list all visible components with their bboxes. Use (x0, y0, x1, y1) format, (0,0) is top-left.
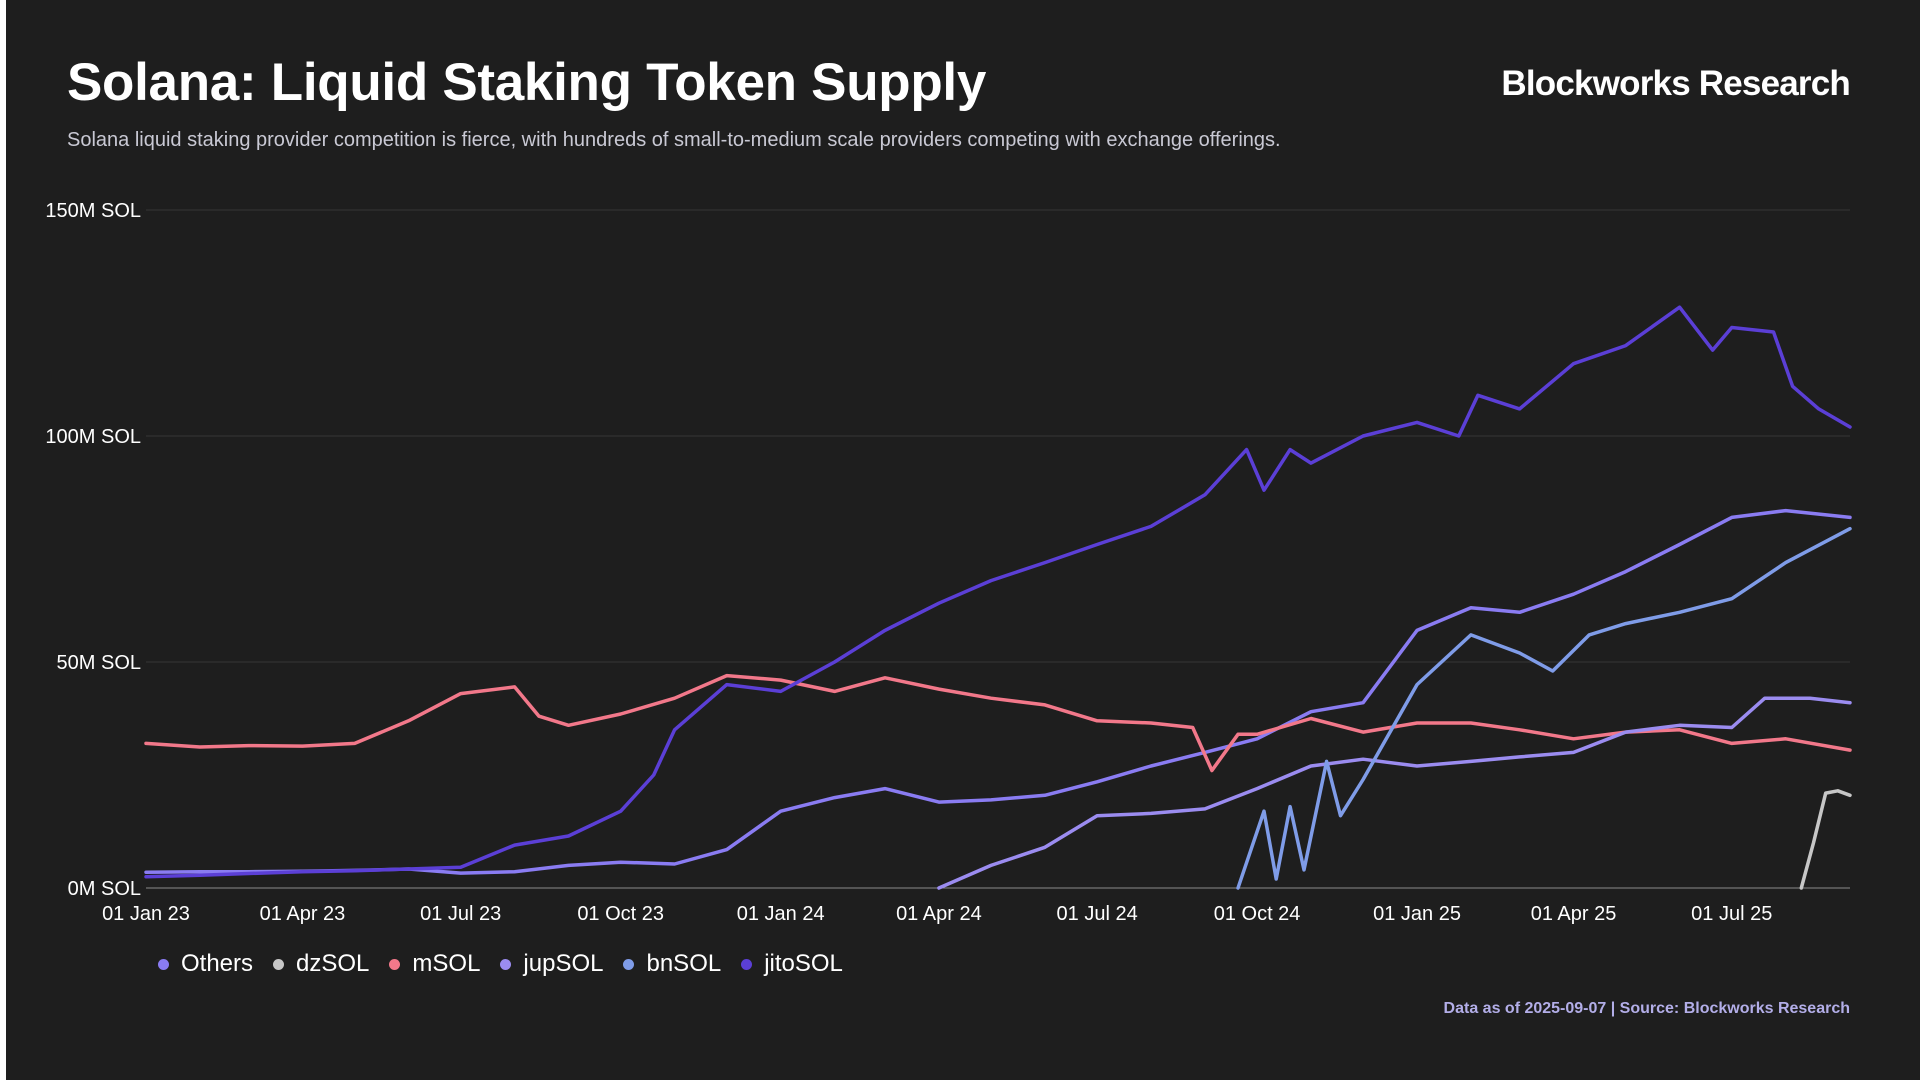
x-tick-label: 01 Apr 24 (896, 903, 982, 925)
x-tick-label: 01 Jul 25 (1691, 903, 1772, 925)
x-tick-label: 01 Jan 23 (102, 903, 190, 925)
legend-label: dzSOL (296, 950, 370, 977)
series-line-dzsol (1799, 789, 1852, 890)
series-line-jupsol (937, 696, 1852, 890)
legend-label: bnSOL (646, 950, 722, 977)
legend-item-jupsol[interactable]: jupSOL (500, 950, 603, 978)
legend-dot-icon (500, 958, 512, 970)
legend-item-others[interactable]: Others (158, 950, 253, 978)
legend-dot-icon (741, 958, 753, 970)
chart-title: Solana: Liquid Staking Token Supply (67, 53, 987, 112)
series-line-bnsol (1236, 526, 1852, 890)
x-tick-label: 01 Jan 25 (1373, 903, 1461, 925)
legend-label: Others (181, 950, 254, 977)
legend-dot-icon (273, 958, 285, 970)
brand-logo-text: Blockworks Research (1501, 64, 1850, 103)
x-tick-label: 01 Jul 24 (1057, 903, 1138, 925)
x-tick-label: 01 Jul 23 (420, 903, 501, 925)
series-line-others (144, 508, 1852, 875)
legend-dot-icon (158, 958, 169, 970)
x-tick-label: 01 Jan 24 (737, 903, 825, 925)
legend-item-msol[interactable]: mSOL (389, 950, 480, 978)
x-tick-label: 01 Oct 23 (577, 903, 664, 925)
series-line-msol (144, 673, 1852, 773)
legend-item-dzsol[interactable]: dzSOL (273, 950, 369, 978)
chart-subtitle: Solana liquid staking provider competiti… (67, 129, 1281, 151)
x-tick-label: 01 Oct 24 (1214, 903, 1301, 925)
y-tick-label: 0M SOL (68, 878, 141, 900)
x-tick-label: 01 Apr 23 (260, 903, 346, 925)
legend: Others dzSOL mSOL jupSOL bnSOL jitoSOL (158, 950, 843, 978)
legend-item-jitosol[interactable]: jitoSOL (741, 950, 843, 978)
legend-label: jitoSOL (764, 950, 843, 977)
x-tick-label: 01 Apr 25 (1531, 903, 1617, 925)
legend-dot-icon (389, 958, 401, 970)
source-footnote: Data as of 2025-09-07 | Source: Blockwor… (1443, 1000, 1850, 1017)
legend-label: jupSOL (523, 950, 604, 977)
legend-label: mSOL (412, 950, 481, 977)
series-line-jitosol (144, 305, 1852, 879)
y-tick-label: 150M SOL (45, 200, 141, 222)
y-tick-label: 100M SOL (45, 426, 141, 448)
chart-frame (6, 0, 1920, 1080)
legend-item-bnsol[interactable]: bnSOL (623, 950, 721, 978)
legend-dot-icon (623, 958, 635, 970)
y-tick-label: 50M SOL (57, 652, 141, 674)
